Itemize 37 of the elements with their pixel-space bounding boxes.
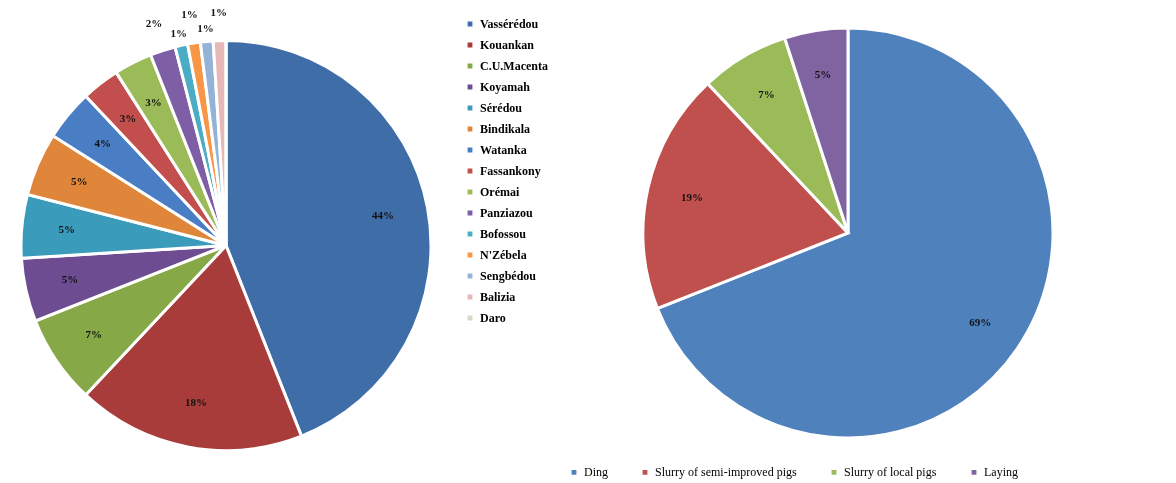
data-label: 3% [119,112,137,125]
data-label: 44% [372,208,395,221]
data-label: 5% [814,68,832,81]
data-label: 69% [969,315,992,328]
legend-label: Fassankony [480,164,541,178]
data-label: 7% [758,88,775,101]
legend-label: Vassérédou [480,17,539,31]
data-label: 5% [58,223,76,236]
legend-label: N'Zébela [480,248,527,262]
legend-label: Panziazou [480,206,533,220]
legend-label: Watanka [480,143,527,157]
legend-label: Ding [584,465,608,480]
legend-label: Sengbédou [480,269,537,283]
legend-label: Sérédou [480,101,523,115]
legend-label: Orémai [480,185,520,199]
data-label: 1% [170,26,187,39]
legend-label: Bindikala [480,122,531,136]
data-label: 4% [94,136,112,149]
legend-label: Slurry of semi-improved pigs [655,465,797,480]
legend-label: Daro [480,311,506,325]
data-label: 5% [61,273,79,286]
data-label: 1% [210,5,227,18]
legend-label: Kouankan [480,38,535,52]
data-label: 1% [197,22,214,35]
data-label: 19% [680,191,703,204]
data-label: 5% [71,175,88,187]
data-label: 3% [145,96,162,109]
data-label: 7% [85,328,102,341]
legend-label: C.U.Macenta [480,59,548,73]
data-label: 18% [185,395,208,408]
legend-label: Koyamah [480,80,531,94]
data-label: 1% [181,8,198,21]
legend-label: Laying [984,465,1018,480]
legend-label: Slurry of local pigs [844,465,937,480]
data-label: 2% [145,16,163,29]
legend-label: Bofossou [480,227,527,241]
legend-label: Balizia [480,290,516,304]
